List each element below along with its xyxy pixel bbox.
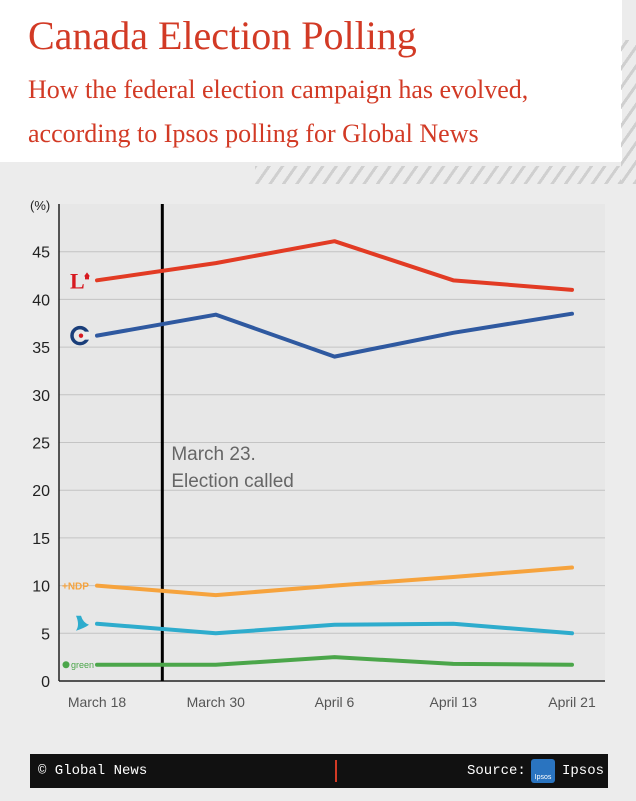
svg-text:L: L — [70, 268, 85, 293]
y-tick-label: 20 — [32, 483, 50, 500]
y-tick-label: 30 — [32, 388, 50, 405]
x-tick-label: April 21 — [548, 694, 596, 710]
ipsos-logo-icon: Ipsos — [531, 759, 555, 783]
x-tick-label: March 30 — [187, 694, 246, 710]
page-subtitle: How the federal election campaign has ev… — [28, 75, 529, 148]
series-line — [95, 565, 574, 598]
x-tick-label: April 6 — [315, 694, 355, 710]
party-icons: L +NDP green — [62, 268, 94, 669]
y-tick-label: 25 — [32, 436, 50, 453]
liberal-logo-icon: L — [70, 268, 90, 293]
svg-text:green: green — [71, 660, 94, 670]
y-tick-label: 35 — [32, 340, 50, 357]
y-tick-label: 0 — [41, 674, 50, 691]
footer-source-label: Source: — [467, 763, 526, 779]
annotation-text: Election called — [171, 471, 294, 492]
ndp-logo-icon: +NDP — [62, 582, 89, 593]
x-tick-label: March 18 — [68, 694, 127, 710]
green-logo-icon: green — [62, 660, 94, 670]
y-tick-label: 15 — [32, 531, 50, 548]
y-tick-label: 10 — [32, 579, 50, 596]
annotation-text: March 23. — [171, 444, 255, 465]
annotation: March 23. Election called — [160, 204, 294, 681]
y-tick-label: 40 — [32, 292, 50, 309]
x-tick-label: April 13 — [430, 694, 478, 710]
series-line — [95, 621, 574, 636]
footer-source-name: Ipsos — [562, 763, 605, 779]
y-axis-label: (%) — [30, 198, 50, 213]
bloc-logo-icon — [76, 615, 89, 631]
footer: © Global News Source: Ipsos Ipsos — [30, 754, 608, 788]
footer-divider — [335, 760, 337, 782]
gridlines — [58, 204, 605, 682]
footer-credit: © Global News — [38, 763, 148, 779]
svg-text:+NDP: +NDP — [62, 582, 89, 593]
series-line — [95, 655, 574, 667]
y-tick-label: 45 — [32, 245, 50, 262]
decorative-hatch — [255, 166, 621, 184]
axis-labels: 0 5 10 15 20 25 30 35 40 45 (%) March 18 March 30 Apr… — [30, 198, 596, 710]
series-line — [95, 239, 574, 292]
y-tick-label: 5 — [41, 626, 50, 643]
header: Canada Election Polling How the federal … — [0, 0, 622, 162]
conservative-logo-icon — [70, 325, 90, 346]
page-title: Canada Election Polling — [28, 13, 417, 58]
series-lines — [95, 239, 574, 667]
decorative-hatch-side — [621, 40, 636, 184]
series-line — [95, 311, 574, 359]
